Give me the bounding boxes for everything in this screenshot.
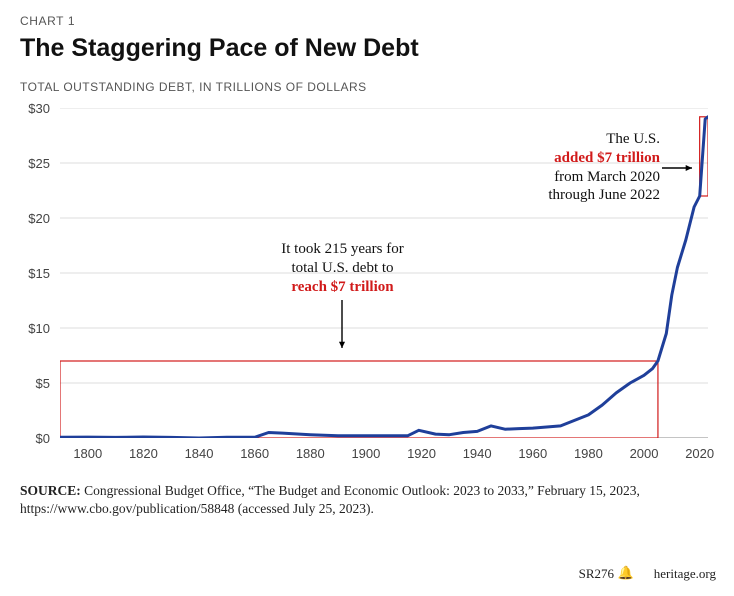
chart-eyebrow: CHART 1 <box>20 14 75 28</box>
x-tick-label: 2020 <box>680 446 720 461</box>
y-tick-label: $25 <box>0 156 50 171</box>
callout-line: It took 215 years for <box>255 240 430 259</box>
callout-215-years: It took 215 years fortotal U.S. debt tor… <box>255 240 430 296</box>
x-tick-label: 1840 <box>179 446 219 461</box>
y-tick-label: $30 <box>0 101 50 116</box>
callout-7-trillion-added: The U.S.added $7 trillionfrom March 2020… <box>515 130 660 205</box>
highlight-box <box>60 361 658 438</box>
x-tick-label: 1880 <box>290 446 330 461</box>
callout-line: from March 2020 <box>515 168 660 187</box>
source-label: SOURCE: <box>20 483 81 498</box>
bell-icon: 🔔 <box>618 565 634 581</box>
callout-line: The U.S. <box>515 130 660 149</box>
callout-line: reach $7 trillion <box>255 278 430 297</box>
footer-report-id: SR276 <box>579 566 614 582</box>
x-tick-label: 1800 <box>68 446 108 461</box>
y-tick-label: $15 <box>0 266 50 281</box>
x-tick-label: 1820 <box>123 446 163 461</box>
footer-site: heritage.org <box>654 566 716 582</box>
callout-line: through June 2022 <box>515 186 660 205</box>
callout-line: total U.S. debt to <box>255 259 430 278</box>
y-tick-label: $20 <box>0 211 50 226</box>
x-tick-label: 1960 <box>513 446 553 461</box>
source-note: SOURCE: Congressional Budget Office, “Th… <box>20 482 714 518</box>
x-tick-label: 1940 <box>457 446 497 461</box>
callout-line: added $7 trillion <box>515 149 660 168</box>
y-tick-label: $0 <box>0 431 50 446</box>
chart-title: The Staggering Pace of New Debt <box>20 34 419 63</box>
x-tick-label: 1900 <box>346 446 386 461</box>
x-tick-label: 1980 <box>568 446 608 461</box>
x-tick-label: 1860 <box>235 446 275 461</box>
x-tick-label: 1920 <box>402 446 442 461</box>
x-tick-label: 2000 <box>624 446 664 461</box>
y-tick-label: $5 <box>0 376 50 391</box>
source-text: Congressional Budget Office, “The Budget… <box>20 483 640 516</box>
chart-subtitle: TOTAL OUTSTANDING DEBT, IN TRILLIONS OF … <box>20 80 367 94</box>
y-tick-label: $10 <box>0 321 50 336</box>
